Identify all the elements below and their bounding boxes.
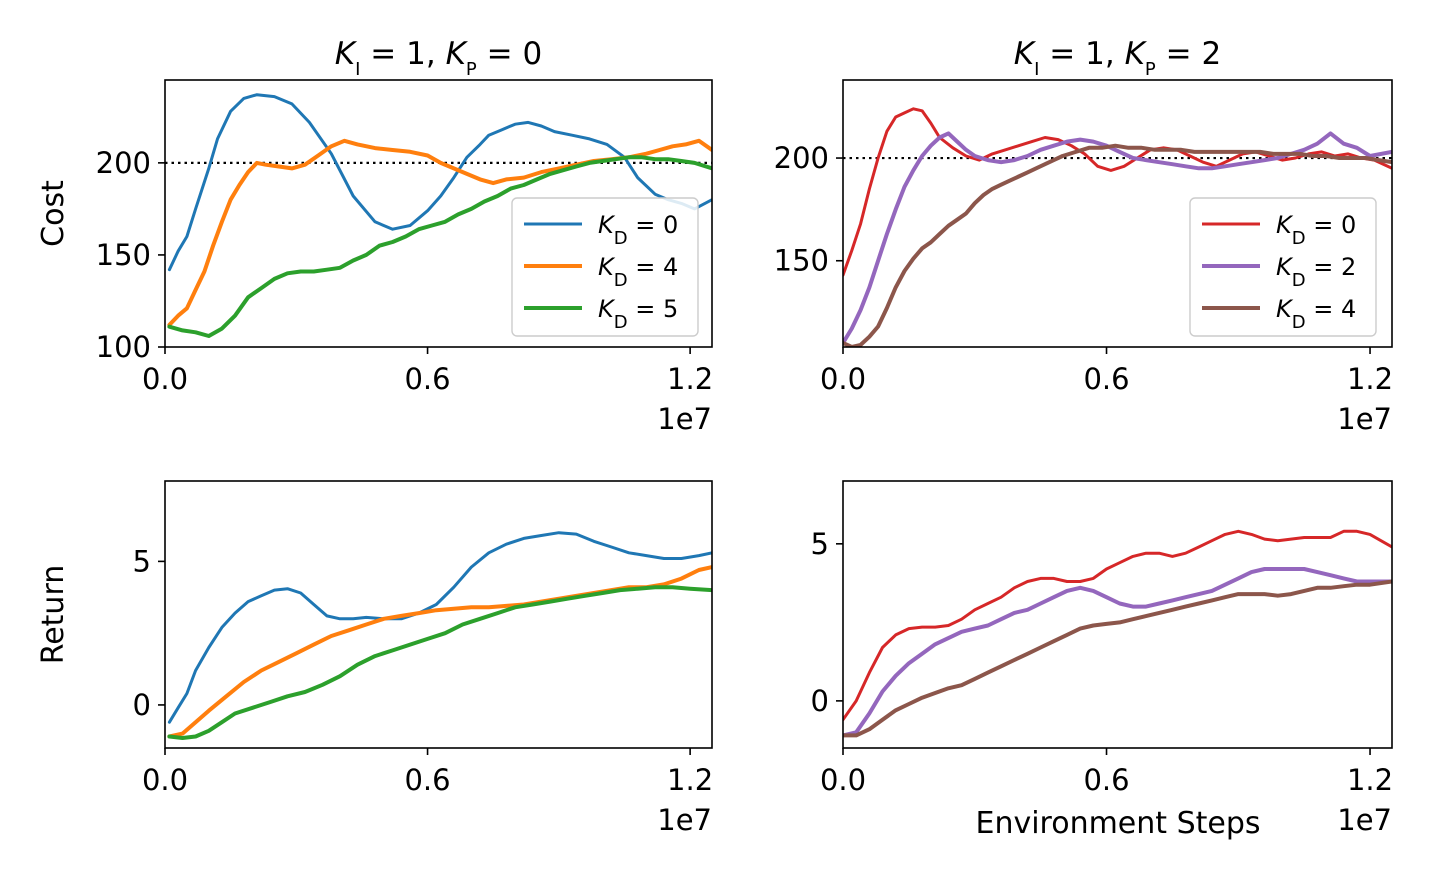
x-axis-label: Environment Steps	[975, 806, 1260, 841]
y-tick-label: 5	[133, 544, 151, 578]
y-tick-label: 200	[96, 146, 151, 180]
y-tick-label: 200	[774, 141, 829, 175]
chart-panels: 0.0 0.6 1.2 1e7 100 150 200 Cost KI = 1, KP = 0 K…	[36, 36, 1393, 837]
x-tick-label: 0.0	[820, 763, 866, 797]
chart-cost-left: 0.0 0.6 1.2 1e7 100 150 200 Cost KI = 1, KP = 0 K…	[36, 36, 713, 436]
x-tick-label: 1.2	[667, 362, 713, 396]
y-axis-label: Cost	[36, 180, 71, 247]
series-line-3	[167, 585, 712, 740]
series-line-1	[167, 93, 712, 272]
x-offset-text: 1e7	[1337, 402, 1392, 436]
series-line-2	[843, 567, 1392, 738]
legend-entry: KD = 0	[598, 211, 678, 249]
y-tick-label: 0	[811, 684, 829, 718]
x-tick-label: 0.6	[1083, 763, 1129, 797]
series-line-1	[167, 531, 712, 724]
x-tick-label: 1.2	[667, 763, 713, 797]
legend: KD = 0 KD = 4 KD = 5	[511, 197, 699, 337]
legend-entry: KD = 2	[1276, 253, 1356, 291]
y-tick-label: 150	[774, 244, 829, 278]
y-tick-label: 5	[811, 527, 829, 561]
plot-frame	[164, 480, 713, 749]
x-tick-label: 1.2	[1347, 763, 1393, 797]
x-tick-label: 0.0	[820, 362, 866, 396]
plot-frame	[164, 79, 713, 348]
chart-title: KI = 1, KP = 0	[335, 36, 542, 80]
x-tick-label: 0.6	[404, 763, 450, 797]
y-tick-label: 0	[133, 688, 151, 722]
chart-title: KI = 1, KP = 2	[1014, 36, 1221, 80]
series-line-1	[843, 529, 1392, 722]
x-offset-text: 1e7	[1337, 803, 1392, 837]
x-tick-label: 1.2	[1347, 362, 1393, 396]
y-tick-label: 100	[96, 330, 151, 364]
chart-return-left: 0.0 0.6 1.2 1e7 0 5 Return	[36, 480, 713, 837]
y-axis-label: Return	[36, 565, 71, 665]
series-line-1	[843, 107, 1392, 277]
x-tick-label: 0.0	[142, 362, 188, 396]
x-offset-text: 1e7	[657, 803, 712, 837]
x-tick-label: 0.6	[404, 362, 450, 396]
y-tick-label: 150	[96, 238, 151, 272]
x-offset-text: 1e7	[657, 402, 712, 436]
legend-entry: KD = 0	[1276, 211, 1356, 249]
plot-frame	[842, 79, 1393, 348]
legend-entry: KD = 5	[598, 295, 678, 333]
legend: KD = 0 KD = 2 KD = 4	[1189, 197, 1377, 337]
legend-entry: KD = 4	[1276, 295, 1356, 333]
x-tick-label: 0.0	[142, 763, 188, 797]
plot-frame	[842, 480, 1393, 749]
series-line-2	[843, 131, 1392, 345]
x-tick-label: 0.6	[1083, 362, 1129, 396]
series-line-3	[167, 155, 712, 338]
series-line-3	[843, 579, 1392, 738]
legend-entry: KD = 4	[598, 253, 678, 291]
series-line-3	[843, 143, 1392, 347]
chart-return-right: 0.0 0.6 1.2 1e7 0 5	[811, 480, 1393, 837]
